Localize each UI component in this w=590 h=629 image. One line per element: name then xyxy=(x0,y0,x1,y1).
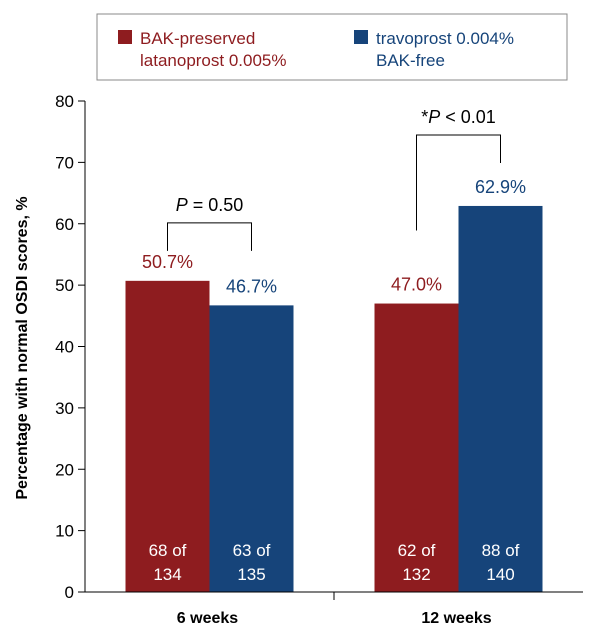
p-value-text: < 0.01 xyxy=(440,107,496,127)
count-label: 62 of xyxy=(398,541,436,560)
y-tick-label: 40 xyxy=(55,338,74,357)
legend-box xyxy=(96,13,568,81)
bar xyxy=(374,303,459,592)
y-axis: 0 10 20 30 40 50 60 70 80 xyxy=(55,92,86,602)
x-category-label: 6 weeks xyxy=(177,610,238,627)
y-tick-label: 0 xyxy=(65,583,74,602)
data-label: 46.7% xyxy=(226,276,277,296)
count-label: 68 of xyxy=(149,541,187,560)
y-axis-label: Percentage with normal OSDI scores, % xyxy=(14,196,31,499)
legend-label: latanoprost 0.005% xyxy=(140,51,287,70)
bars: 50.7% 68 of 134 46.7% 63 of 135 47.0% 62 of 132 6… xyxy=(125,177,543,593)
p-value-label: P = 0.50 xyxy=(176,195,244,215)
legend-label: BAK-free xyxy=(376,51,445,70)
significance-annotations: P = 0.50*P < 0.01 xyxy=(167,107,501,251)
x-category-label: 12 weeks xyxy=(421,610,491,627)
y-tick-label: 60 xyxy=(55,215,74,234)
p-value-symbol: P xyxy=(428,107,440,127)
bar xyxy=(209,305,294,592)
y-tick-label: 70 xyxy=(55,153,74,172)
significance-bracket xyxy=(416,134,501,231)
p-value-symbol: P xyxy=(176,195,188,215)
count-label: 63 of xyxy=(233,541,271,560)
y-tick-label: 30 xyxy=(55,399,74,418)
count-label: 88 of xyxy=(482,541,520,560)
legend: BAK-preserved latanoprost 0.005% travopros… xyxy=(118,29,514,70)
legend-swatch xyxy=(118,30,132,44)
p-value-label: *P < 0.01 xyxy=(421,107,496,127)
legend-label: BAK-preserved xyxy=(140,29,255,48)
count-label: 132 xyxy=(402,565,430,584)
legend-label: travoprost 0.004% xyxy=(376,29,514,48)
bar xyxy=(458,205,543,593)
data-label: 50.7% xyxy=(142,252,193,272)
legend-swatch xyxy=(354,30,368,44)
count-label: 140 xyxy=(486,565,514,584)
y-tick-label: 50 xyxy=(55,276,74,295)
p-value-text: = 0.50 xyxy=(188,195,244,215)
count-label: 135 xyxy=(237,565,265,584)
count-label: 134 xyxy=(153,565,181,584)
significance-bracket xyxy=(167,222,252,251)
y-tick-label: 80 xyxy=(55,92,74,111)
data-label: 62.9% xyxy=(475,177,526,197)
x-axis: 6 weeks 12 weeks xyxy=(85,591,583,627)
bar xyxy=(125,280,210,592)
y-tick-label: 10 xyxy=(55,522,74,541)
data-label: 47.0% xyxy=(391,275,442,295)
y-tick-label: 20 xyxy=(55,460,74,479)
p-value-prefix: * xyxy=(421,107,428,127)
